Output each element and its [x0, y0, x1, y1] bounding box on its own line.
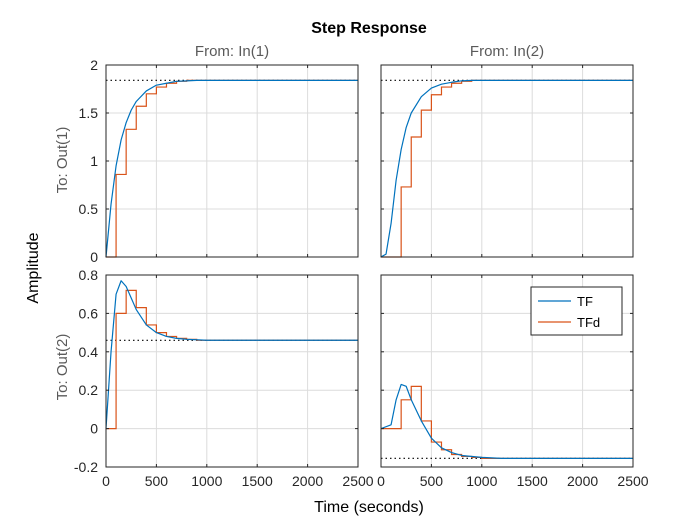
- x-tick-label: 0: [102, 473, 110, 489]
- x-tick-label: 0: [377, 473, 385, 489]
- series-tfd-line: [381, 79, 633, 258]
- x-tick-label: 500: [145, 473, 169, 489]
- y-tick-label: 0.5: [79, 201, 99, 217]
- column-title-in1: From: In(1): [195, 43, 269, 60]
- plot-area: [106, 275, 358, 467]
- legend: TF TFd: [530, 286, 623, 336]
- y-tick-label: 0.6: [79, 305, 99, 321]
- series-tf-line: [105, 79, 358, 258]
- y-tick-label: 1: [90, 153, 98, 169]
- plot-frame: [380, 274, 634, 468]
- panel-out2-in2: 0 500 1000 1500 2000 2500: [377, 274, 649, 489]
- x-tick-label: 2000: [567, 473, 598, 489]
- chart-title: Step Response: [311, 20, 427, 37]
- y-tick-label: 0: [90, 249, 98, 265]
- x-tick-label: 2500: [617, 473, 648, 489]
- legend-box: [530, 286, 623, 336]
- x-tick-label: 2000: [292, 473, 323, 489]
- y-tick-label: 1.5: [79, 105, 99, 121]
- plot-frame: [105, 274, 359, 468]
- panel-out1-in2: [380, 64, 634, 258]
- panel-out1-in1: 0 0.5 1 1.5 2: [79, 57, 359, 265]
- legend-label-tfd: TFd: [577, 315, 600, 330]
- series-tf-line: [105, 280, 358, 429]
- row-label-out2: To: Out(2): [54, 334, 71, 401]
- column-title-in2: From: In(2): [470, 43, 544, 60]
- series-tf-line: [380, 383, 633, 459]
- x-tick-label: 1000: [466, 473, 497, 489]
- x-tick-label: 1500: [242, 473, 273, 489]
- y-tick-label: -0.2: [74, 459, 98, 475]
- y-axis-label: Amplitude: [25, 232, 42, 303]
- y-tick-label: 0.2: [79, 382, 99, 398]
- x-tick-label: 2500: [342, 473, 373, 489]
- panel-out2-in1: -0.200.20.40.60.80 500 1000 1500 2000 2500: [74, 267, 374, 489]
- x-axis-label: Time (seconds): [314, 499, 424, 516]
- series-tf-line: [380, 79, 633, 258]
- y-tick-label: 0: [90, 421, 98, 437]
- x-tick-label: 1000: [191, 473, 222, 489]
- y-tick-label: 2: [90, 57, 98, 73]
- x-tick-label: 500: [420, 473, 444, 489]
- y-tick-label: 0.4: [79, 344, 99, 360]
- legend-label-tf: TF: [577, 294, 593, 309]
- row-label-out1: To: Out(1): [54, 127, 71, 194]
- x-tick-label: 1500: [517, 473, 548, 489]
- y-tick-label: 0.8: [79, 267, 99, 283]
- panels-layer: 00.511.52-0.200.20.40.60.80 500 1000 1500 20…: [74, 57, 649, 489]
